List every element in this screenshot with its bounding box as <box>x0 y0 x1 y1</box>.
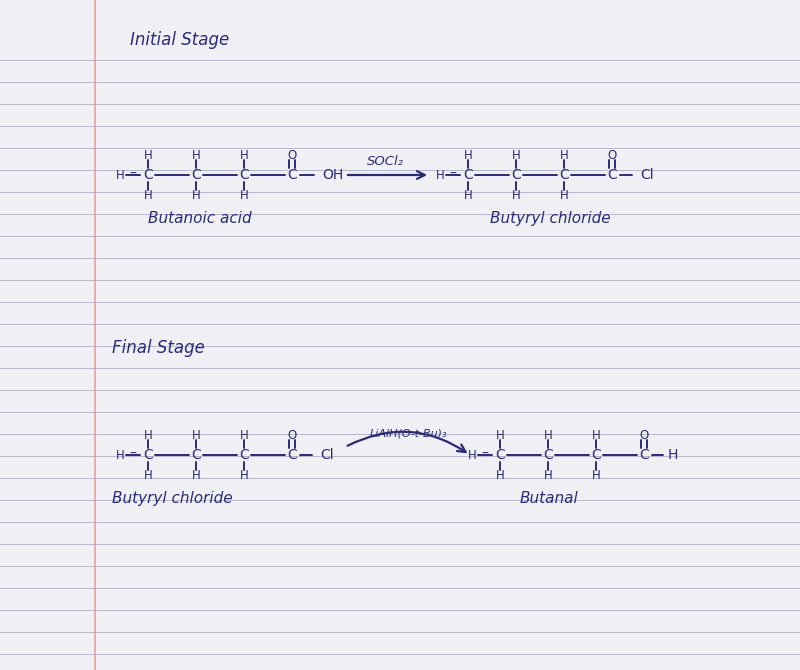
Text: C: C <box>511 168 521 182</box>
Text: C: C <box>463 168 473 182</box>
Text: H: H <box>544 429 552 442</box>
Text: Butanal: Butanal <box>520 490 578 505</box>
Text: –: – <box>450 167 457 181</box>
Text: C: C <box>287 168 297 182</box>
Text: O: O <box>287 149 297 161</box>
Text: H: H <box>468 448 476 462</box>
Text: H: H <box>464 149 472 161</box>
Text: O: O <box>287 429 297 442</box>
Text: –: – <box>130 167 137 181</box>
Text: H: H <box>144 188 152 202</box>
Text: C: C <box>559 168 569 182</box>
Text: C: C <box>239 168 249 182</box>
Text: C: C <box>607 168 617 182</box>
Text: H: H <box>464 188 472 202</box>
Text: H: H <box>668 448 678 462</box>
Text: C: C <box>287 448 297 462</box>
Text: LiAlH(O-t-Bu)₃: LiAlH(O-t-Bu)₃ <box>370 428 446 438</box>
Text: C: C <box>543 448 553 462</box>
Text: H: H <box>192 468 200 482</box>
Text: H: H <box>116 168 124 182</box>
Text: C: C <box>191 448 201 462</box>
Text: O: O <box>639 429 649 442</box>
Text: H: H <box>512 188 520 202</box>
Text: H: H <box>544 468 552 482</box>
Text: H: H <box>560 149 568 161</box>
Text: C: C <box>143 448 153 462</box>
Text: H: H <box>592 468 600 482</box>
Text: SOCl₂: SOCl₂ <box>366 155 403 168</box>
Text: C: C <box>495 448 505 462</box>
Text: H: H <box>560 188 568 202</box>
Text: Butanoic acid: Butanoic acid <box>148 210 252 226</box>
Text: C: C <box>591 448 601 462</box>
Text: H: H <box>496 468 504 482</box>
Text: OH: OH <box>322 168 343 182</box>
Text: H: H <box>144 468 152 482</box>
Text: –: – <box>482 447 489 461</box>
Text: H: H <box>192 429 200 442</box>
Text: C: C <box>239 448 249 462</box>
Text: –: – <box>130 447 137 461</box>
Text: Butyryl chloride: Butyryl chloride <box>490 210 610 226</box>
Text: H: H <box>496 429 504 442</box>
Text: H: H <box>592 429 600 442</box>
Text: C: C <box>191 168 201 182</box>
Text: C: C <box>143 168 153 182</box>
Text: H: H <box>192 149 200 161</box>
Text: O: O <box>607 149 617 161</box>
Text: H: H <box>240 149 248 161</box>
Text: H: H <box>144 429 152 442</box>
Text: H: H <box>240 429 248 442</box>
Text: H: H <box>240 468 248 482</box>
Text: Final Stage: Final Stage <box>112 339 205 357</box>
Text: C: C <box>639 448 649 462</box>
Text: Cl: Cl <box>640 168 654 182</box>
Text: Butyryl chloride: Butyryl chloride <box>112 490 233 505</box>
Text: H: H <box>192 188 200 202</box>
Text: H: H <box>512 149 520 161</box>
Text: Initial Stage: Initial Stage <box>130 31 230 49</box>
Text: H: H <box>116 448 124 462</box>
Text: H: H <box>436 168 444 182</box>
Text: H: H <box>144 149 152 161</box>
Text: Cl: Cl <box>320 448 334 462</box>
Text: H: H <box>240 188 248 202</box>
